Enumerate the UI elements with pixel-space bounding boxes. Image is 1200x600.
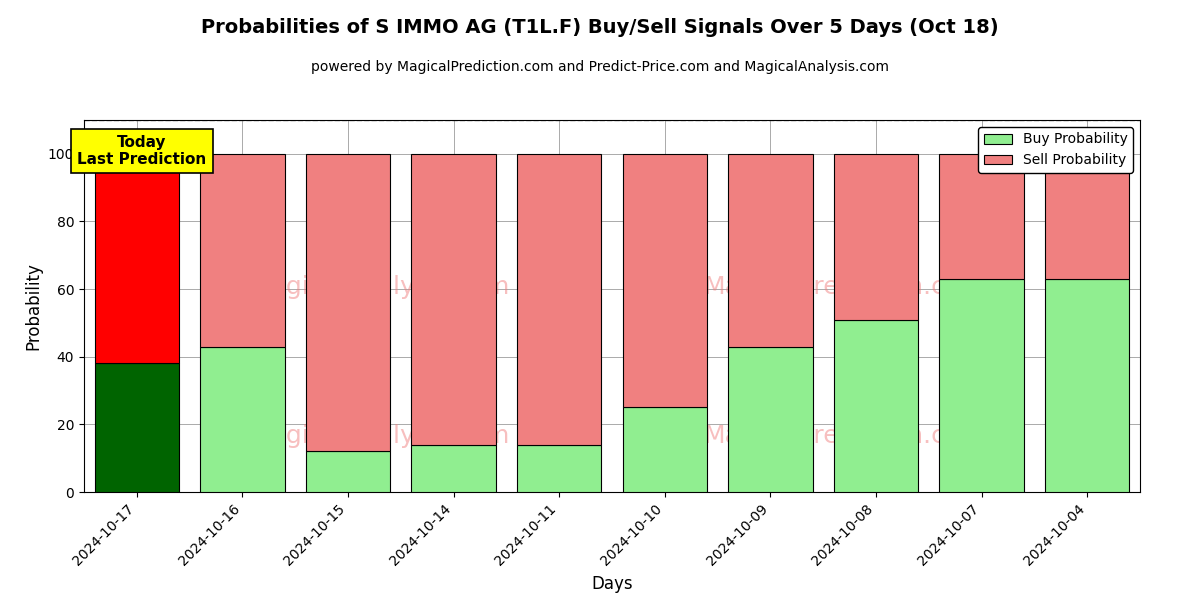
Y-axis label: Probability: Probability (24, 262, 42, 350)
Text: MagicalAnalysis.com: MagicalAnalysis.com (250, 275, 510, 299)
Text: Today
Last Prediction: Today Last Prediction (78, 135, 206, 167)
X-axis label: Days: Days (592, 575, 632, 593)
Bar (517, 445, 601, 492)
Text: MagicalPrediction.com: MagicalPrediction.com (703, 424, 985, 448)
Bar (412, 154, 496, 445)
Bar (517, 154, 601, 445)
Bar (306, 451, 390, 492)
Text: MagicalPrediction.com: MagicalPrediction.com (703, 275, 985, 299)
Bar (1045, 154, 1129, 279)
Bar (728, 154, 812, 347)
Bar (95, 154, 179, 364)
Bar (412, 445, 496, 492)
Bar (623, 407, 707, 492)
Bar (1045, 279, 1129, 492)
Bar (728, 347, 812, 492)
Legend: Buy Probability, Sell Probability: Buy Probability, Sell Probability (978, 127, 1133, 173)
Bar (306, 154, 390, 451)
Text: Probabilities of S IMMO AG (T1L.F) Buy/Sell Signals Over 5 Days (Oct 18): Probabilities of S IMMO AG (T1L.F) Buy/S… (202, 18, 998, 37)
Text: MagicalAnalysis.com: MagicalAnalysis.com (250, 424, 510, 448)
Bar (940, 279, 1024, 492)
Bar (95, 364, 179, 492)
Bar (834, 154, 918, 320)
Bar (200, 347, 284, 492)
Text: powered by MagicalPrediction.com and Predict-Price.com and MagicalAnalysis.com: powered by MagicalPrediction.com and Pre… (311, 60, 889, 74)
Bar (940, 154, 1024, 279)
Bar (623, 154, 707, 407)
Bar (834, 320, 918, 492)
Bar (200, 154, 284, 347)
